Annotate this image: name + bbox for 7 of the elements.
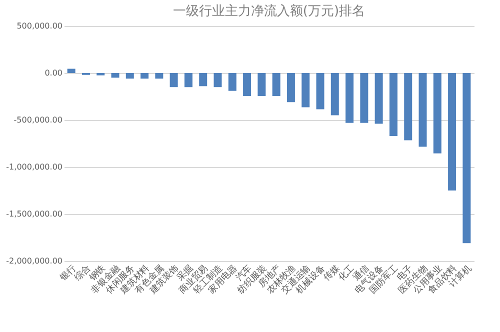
y-tick-label: 0.00 — [44, 68, 62, 78]
y-tick-label: -1,500,000.00 — [6, 210, 62, 218]
y-tick-label: 500,000.00 — [16, 22, 62, 30]
y-tick-label: -1,000,000.00 — [6, 162, 62, 172]
y-tick-label: -2,000,000.00 — [6, 256, 62, 266]
y-tick-label: -500,000.00 — [14, 116, 62, 124]
chart-title: 一级行业主力净流入额(万元)排名 — [172, 3, 366, 19]
